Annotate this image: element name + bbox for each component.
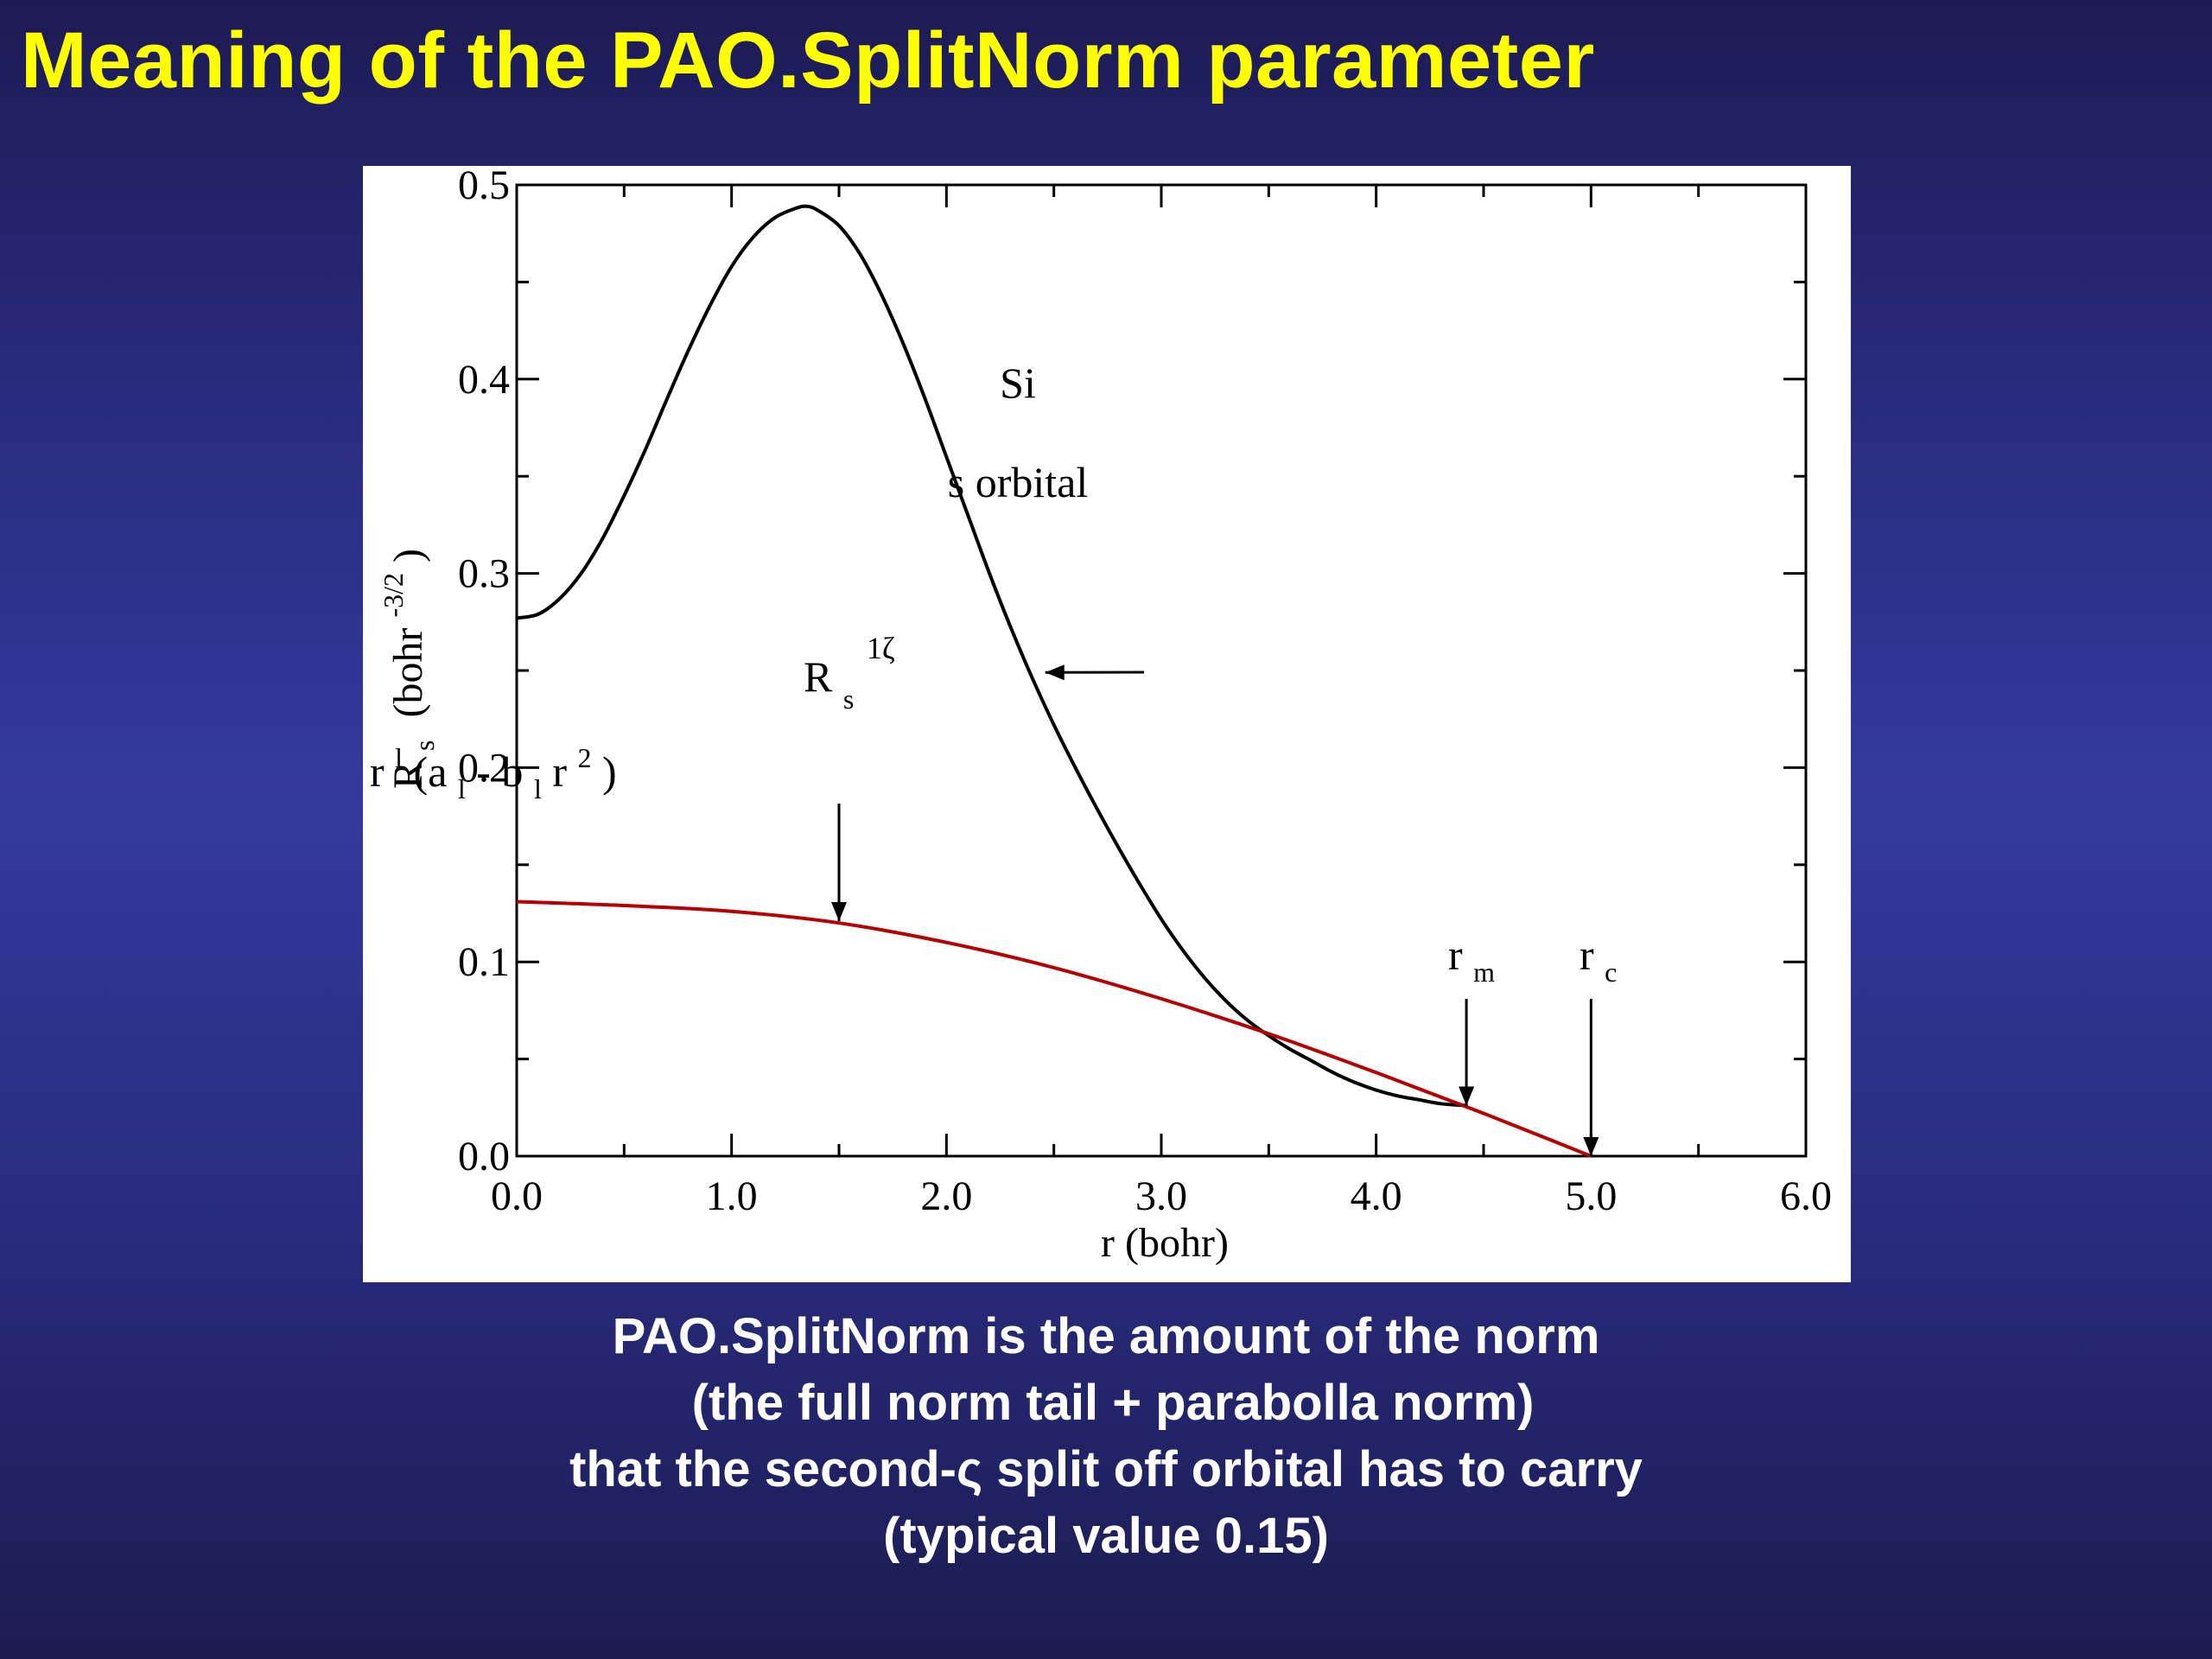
- y-tick-label: 0.1: [458, 939, 510, 985]
- y-axis-label: R s (bohr -3/2 ): [366, 549, 443, 789]
- y-tick-label: 0.3: [458, 551, 510, 597]
- element-label: Si: [1000, 359, 1036, 407]
- rc-arrow-head: [1583, 1137, 1599, 1156]
- chart: 0.0 1.0 2.0 3.0 4.0 5.0 6.00.00.10.20.30.40.5 …: [366, 166, 1832, 1266]
- r1zeta-arrow-head: [1045, 664, 1065, 681]
- parabola-sup2: 2: [577, 742, 591, 773]
- parabola-r2: r: [552, 747, 567, 796]
- rc-label: r c: [1580, 931, 1617, 988]
- r1z-label: R s 1ζ: [804, 631, 895, 718]
- parabola-arrow: [831, 804, 847, 921]
- caption-line-3: that the second-ς split off orbital has …: [569, 1441, 1643, 1497]
- parabola-sub1: l: [458, 773, 466, 804]
- rc-sub: c: [1605, 957, 1617, 988]
- rm-sub: m: [1473, 957, 1495, 988]
- figure-panel: 0.0 1.0 2.0 3.0 4.0 5.0 6.0 0.0 0.1 0.2 0.3 0.4 0.5 …: [363, 166, 1851, 1282]
- rc-main: r: [1580, 931, 1594, 979]
- series-line-r1zeta: [516, 204, 1467, 1108]
- caption-line-4: (typical value 0.15): [883, 1508, 1329, 1564]
- rc-arrow: [1583, 999, 1599, 1156]
- x-tick-label: 4.0: [1351, 1173, 1402, 1219]
- annotation-layer: Si s orbital R s 1ζ r l (a l - b l r 2 ): [366, 359, 1617, 1266]
- x-tick-label: 2.0: [920, 1173, 972, 1219]
- x-tick-label: 6.0: [1780, 1173, 1832, 1219]
- x-tick-label: 0.0: [491, 1173, 543, 1219]
- slide-title: Meaning of the PAO.SplitNorm parameter: [21, 16, 1595, 105]
- plot-frame: [515, 183, 1808, 1158]
- series-layer: [516, 204, 1599, 1158]
- parabola-r: r: [370, 747, 385, 796]
- y-label-sup: -3/2: [378, 573, 409, 618]
- r1zeta-arrow: [1045, 664, 1145, 681]
- caption-line-1: PAO.SplitNorm is the amount of the norm: [612, 1308, 1600, 1364]
- y-label-main: R: [385, 761, 431, 789]
- rm-arrow-head: [1459, 1086, 1475, 1106]
- x-axis-label: r (bohr): [1101, 1220, 1229, 1266]
- r1z-main: R: [804, 652, 833, 701]
- y-tick-label: 0.4: [458, 357, 510, 403]
- parabola-close: ): [602, 747, 617, 796]
- y-label-pre: (bohr: [385, 628, 431, 718]
- rm-main: r: [1448, 931, 1463, 979]
- y-label-sub: s: [409, 741, 440, 751]
- y-label-post: ): [385, 549, 431, 563]
- caption-line-2: (the full norm tail + parabolla norm): [677, 1375, 1535, 1431]
- x-tick-label: 3.0: [1135, 1173, 1187, 1219]
- series-line-parabola: [516, 899, 1592, 1158]
- y-tick-label: 0.5: [458, 166, 510, 208]
- y-tick-label: 0.0: [458, 1134, 510, 1179]
- x-tick-label: 1.0: [706, 1173, 758, 1219]
- plot-border: [515, 183, 1808, 1158]
- parabola-arrow-head: [831, 901, 847, 921]
- rm-arrow: [1459, 999, 1475, 1106]
- parabola-sub2: l: [534, 773, 542, 804]
- parabola-label: r l (a l - b l r 2 ): [370, 728, 617, 808]
- axis-ticks: 0.0 1.0 2.0 3.0 4.0 5.0 6.0 0.0 0.1 0.2 0.3 0.4 0.5: [458, 166, 1832, 1219]
- x-tick-label: 5.0: [1565, 1173, 1617, 1219]
- parabola-minus: - b: [476, 747, 523, 796]
- parabola-open: (a: [414, 747, 448, 796]
- y-tick-label: 0.2: [458, 745, 510, 791]
- orbital-label: s orbital: [948, 458, 1088, 506]
- r1z-sup: 1ζ: [867, 631, 895, 665]
- rm-label: r m: [1448, 931, 1495, 988]
- caption: PAO.SplitNorm is the amount of the norm …: [0, 1303, 2212, 1569]
- parabola-sup1: l: [395, 742, 403, 773]
- r1z-sub: s: [843, 683, 854, 715]
